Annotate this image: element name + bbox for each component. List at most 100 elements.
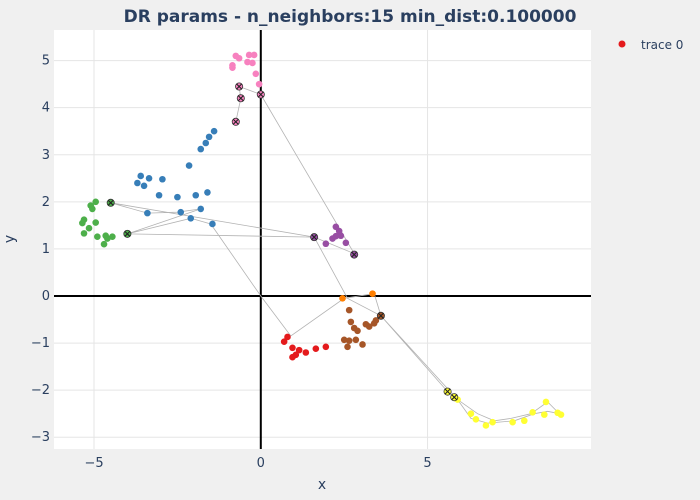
data-point (339, 295, 346, 302)
y-tick-label: 1 (42, 242, 50, 257)
data-point (204, 189, 211, 196)
x-marker-cross (257, 91, 264, 98)
data-point (145, 174, 153, 182)
data-point (197, 205, 205, 213)
x-tick-label: 5 (423, 456, 431, 471)
data-point (134, 179, 141, 187)
data-point (92, 198, 99, 206)
trajectory-line (110, 85, 561, 424)
x-marker-cross (124, 230, 131, 237)
data-point (185, 162, 193, 169)
y-tick-label: −3 (31, 430, 50, 445)
legend[interactable]: trace 0 (618, 38, 684, 52)
data-point (155, 191, 163, 199)
data-point (529, 408, 536, 416)
y-axis-title: y (2, 235, 18, 243)
data-point (205, 133, 213, 141)
data-point (140, 182, 148, 190)
data-point (245, 51, 253, 59)
grid-lines (54, 30, 591, 449)
data-point (354, 327, 361, 335)
data-point (322, 240, 330, 248)
y-tick-label: 4 (42, 101, 50, 116)
x-marker-point (231, 117, 240, 126)
y-tick-label: 2 (42, 195, 50, 210)
data-point (369, 290, 376, 297)
data-point (467, 410, 475, 417)
x-marker-cross (451, 394, 458, 401)
data-point (284, 333, 291, 341)
data-points[interactable] (79, 51, 565, 429)
data-point (302, 349, 310, 356)
data-point (344, 343, 351, 351)
data-point (210, 127, 218, 135)
data-point (209, 220, 216, 228)
data-point (280, 338, 288, 345)
x-marker-cross (237, 95, 244, 102)
data-point (244, 58, 251, 66)
data-point (489, 418, 496, 426)
connecting-path[interactable] (110, 85, 561, 424)
chart-title: DR params - n_neighbors:15 min_dist:0.10… (124, 7, 577, 27)
data-point (295, 346, 303, 354)
data-point (541, 411, 548, 418)
data-point (94, 233, 101, 240)
tick-labels: −5 0 5 −3 −2 −1 0 1 2 3 4 5 (31, 54, 432, 471)
data-point (89, 205, 96, 213)
data-point (289, 353, 296, 361)
x-tick-label: 0 (257, 456, 265, 471)
data-point (79, 219, 86, 227)
x-marker-point (450, 393, 459, 402)
data-point (187, 215, 195, 222)
data-point (509, 418, 516, 426)
legend-label-trace-0: trace 0 (641, 38, 683, 52)
data-point (345, 306, 353, 314)
y-tick-label: 0 (42, 289, 50, 304)
data-point (352, 336, 360, 344)
y-tick-label: −1 (31, 336, 50, 351)
x-axis-title: x (318, 477, 326, 493)
data-point (137, 172, 145, 180)
data-point (340, 336, 348, 344)
data-point (312, 345, 320, 353)
data-point (482, 422, 490, 429)
data-point (80, 230, 88, 237)
data-point (342, 239, 350, 247)
legend-marker (618, 40, 626, 48)
x-marker-point (350, 250, 359, 259)
data-point (329, 235, 336, 242)
data-point (104, 235, 111, 242)
y-tick-label: 5 (42, 54, 50, 69)
data-point (337, 232, 345, 240)
x-marker-point (310, 233, 319, 242)
x-marker-point (376, 311, 385, 320)
data-point (192, 191, 200, 199)
data-point (359, 341, 366, 348)
data-point (109, 233, 116, 240)
data-point (92, 219, 99, 226)
data-point (365, 323, 373, 330)
data-point (557, 411, 565, 418)
data-point (177, 208, 185, 216)
x-marker-cross (236, 83, 243, 90)
x-tick-label: −5 (84, 456, 103, 471)
data-point (197, 145, 205, 153)
data-point (542, 398, 550, 406)
data-point (235, 54, 243, 62)
x-marker-cross (351, 251, 358, 258)
y-tick-label: 3 (42, 148, 50, 163)
data-point (100, 240, 108, 248)
data-point (472, 416, 480, 423)
data-point (289, 344, 296, 352)
data-point (144, 209, 151, 217)
plot-background (54, 30, 591, 449)
data-point (255, 80, 263, 88)
x-marker-point (236, 94, 245, 103)
data-point (229, 64, 236, 71)
data-point (85, 224, 93, 232)
x-marker-cross (232, 118, 239, 125)
data-point (202, 139, 210, 147)
y-tick-label: −2 (31, 383, 50, 398)
data-point (174, 193, 181, 201)
